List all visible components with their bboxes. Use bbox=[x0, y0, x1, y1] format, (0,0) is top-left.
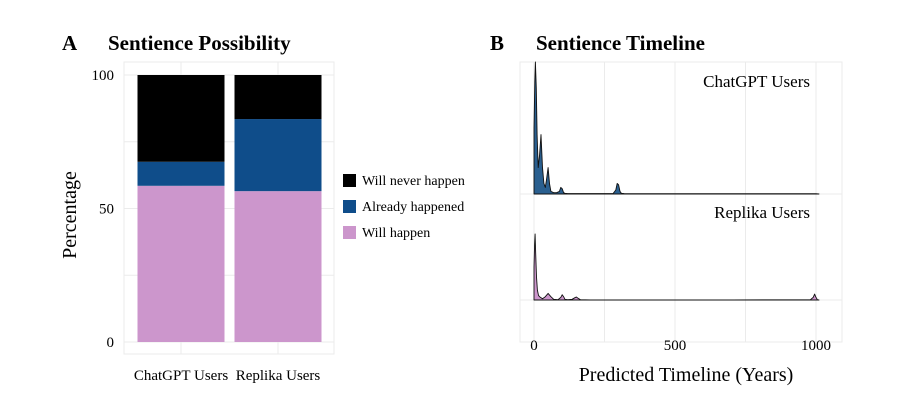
panel-b: B Sentience Timeline ChatGPT Users Replik… bbox=[490, 31, 843, 386]
bar-chatgpt-users-will-never-happen bbox=[137, 75, 225, 162]
facet-label-replika-users: Replika Users bbox=[714, 203, 810, 222]
bar-replika-users-will-never-happen bbox=[234, 75, 322, 120]
panel-a-y-tick-label: 0 bbox=[107, 335, 115, 351]
bar-chatgpt-users-will-happen bbox=[137, 185, 225, 342]
legend-swatch-will-never-happen bbox=[343, 174, 356, 187]
panel-b-title: Sentience Timeline bbox=[536, 31, 705, 55]
legend-swatch-already-happened bbox=[343, 200, 356, 213]
panel-a-x-tick-label: Replika Users bbox=[236, 368, 321, 384]
panel-b-x-tick-label: 500 bbox=[664, 338, 687, 354]
panel-b-x-axis-title: Predicted Timeline (Years) bbox=[579, 364, 794, 386]
panel-b-x-tick-label: 0 bbox=[530, 338, 538, 354]
panel-a-y-tick-label: 100 bbox=[92, 68, 115, 84]
panel-a-x-tick-label: ChatGPT Users bbox=[134, 368, 228, 384]
panel-a-y-axis-title: Percentage bbox=[59, 171, 81, 259]
panel-a-x-ticks: ChatGPT Users Replika Users bbox=[134, 368, 321, 384]
bar-replika-users-will-happen bbox=[234, 191, 322, 342]
panel-a-letter: A bbox=[62, 31, 78, 55]
legend-label-will-never-happen: Will never happen bbox=[362, 174, 465, 189]
panel-a-bars bbox=[137, 75, 322, 342]
bar-replika-users-already-happened bbox=[234, 119, 322, 192]
bar-chatgpt-users-already-happened bbox=[137, 161, 225, 186]
panel-b-x-tick-label: 1000 bbox=[801, 338, 831, 354]
panel-b-plot-background bbox=[519, 61, 843, 343]
panel-b-x-ticks: 0 500 1000 bbox=[530, 338, 831, 354]
panel-a: A Sentience Possibility 0 50 100 ChatGPT U… bbox=[59, 31, 465, 384]
panel-a-legend: Will never happen Already happened Will ha… bbox=[343, 174, 465, 241]
panel-a-title: Sentience Possibility bbox=[108, 31, 291, 55]
legend-swatch-will-happen bbox=[343, 226, 356, 239]
density-ridge-chatgpt-users bbox=[533, 61, 820, 195]
facet-label-chatgpt-users: ChatGPT Users bbox=[703, 72, 810, 91]
panel-a-y-ticks: 0 50 100 bbox=[92, 68, 115, 351]
legend-label-will-happen: Will happen bbox=[362, 226, 430, 241]
panel-b-ridges: ChatGPT Users Replika Users bbox=[533, 61, 820, 301]
density-ridge-replika-users bbox=[533, 233, 820, 301]
panel-a-y-tick-label: 50 bbox=[99, 202, 114, 218]
legend-label-already-happened: Already happened bbox=[362, 200, 464, 215]
panel-b-letter: B bbox=[490, 31, 504, 55]
